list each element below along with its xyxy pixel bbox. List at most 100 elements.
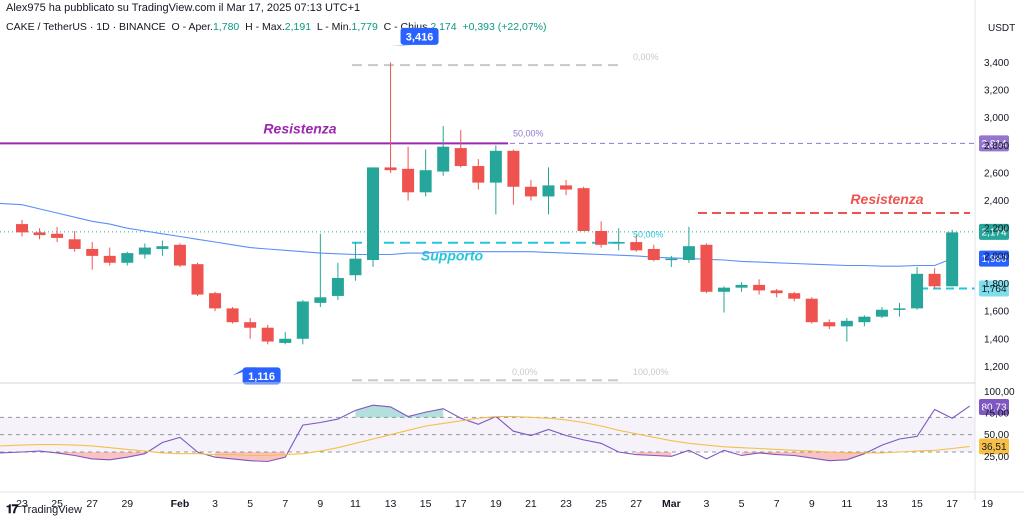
candle <box>68 230 81 252</box>
candle-body <box>437 146 450 172</box>
candle <box>682 226 695 263</box>
time-tick-label: 27 <box>630 498 642 510</box>
candle <box>928 268 941 290</box>
candle-body <box>226 308 239 323</box>
price-tick-label: 3,000 <box>984 113 1009 124</box>
candle-body <box>209 293 222 309</box>
time-tick-label: 19 <box>981 498 993 510</box>
price-tick-label: 2,000 <box>984 251 1009 262</box>
candle <box>419 149 432 197</box>
open-label: O - Aper. <box>171 21 213 33</box>
support-fib-label: 50,00% <box>633 230 664 240</box>
candle-body <box>103 255 116 263</box>
candle <box>33 228 46 240</box>
candle-body <box>805 298 818 323</box>
candle-body <box>367 167 379 261</box>
time-tick-label: 9 <box>317 498 323 510</box>
candle <box>314 233 327 307</box>
candle-body <box>331 277 344 296</box>
rsi-line <box>0 404 971 463</box>
time-tick-label: 3 <box>212 498 218 510</box>
fib-bottom-label: 0,00% <box>512 367 538 377</box>
open-value: 1,780 <box>212 21 240 33</box>
time-tick-label: 11 <box>350 498 361 510</box>
resistance-price-badge-box <box>979 135 1009 152</box>
candle-body <box>735 284 748 288</box>
candle-body <box>472 166 485 183</box>
candle-body <box>858 316 871 323</box>
candle <box>946 229 959 287</box>
time-tick-label: 17 <box>946 498 958 510</box>
support2-price-badge-box <box>979 280 1009 297</box>
candle <box>191 262 204 296</box>
time-tick-label: 29 <box>121 498 133 510</box>
price-tick-label: 2,200 <box>984 224 1009 235</box>
candle-body <box>823 322 836 327</box>
time-tick-label: 25 <box>595 498 607 510</box>
candle-body <box>718 287 730 292</box>
price-callout: 3,416 <box>390 27 439 46</box>
price-tick-label: 1,800 <box>984 279 1009 290</box>
time-tick-label: 19 <box>490 498 502 510</box>
candle <box>454 130 467 168</box>
candle <box>226 306 239 324</box>
candle-body <box>595 230 608 245</box>
candle <box>560 179 573 196</box>
rsi-current-badge-label: 80,73 <box>981 403 1006 414</box>
candle <box>349 242 362 281</box>
support-label: Supporto <box>421 248 484 264</box>
candle <box>138 243 151 259</box>
candle <box>840 318 853 342</box>
candle-body <box>560 185 573 190</box>
candle <box>911 266 924 310</box>
candle <box>577 186 590 231</box>
candle-body <box>33 232 46 236</box>
candle <box>103 247 116 266</box>
callout-pointer <box>390 44 415 46</box>
candle-body <box>489 150 502 183</box>
candle-body <box>173 244 186 266</box>
candle <box>893 302 906 317</box>
candle <box>51 226 64 243</box>
candle-body <box>928 273 941 287</box>
candle-body <box>524 186 537 197</box>
rsi-tick-label: 50,00 <box>984 430 1009 441</box>
price-tick-label: 1,400 <box>984 334 1009 345</box>
candle-body <box>349 258 362 276</box>
candle-body <box>419 170 432 193</box>
time-tick-label: 27 <box>86 498 98 510</box>
candle <box>489 145 502 215</box>
rsi-tick-label: 100,00 <box>984 387 1015 398</box>
fib-bottom-label-2: 100,00% <box>633 367 669 377</box>
candle-body <box>946 232 959 287</box>
candle <box>244 318 257 339</box>
rsi-tick-label: 75,00 <box>984 409 1009 420</box>
candle-body <box>121 253 134 263</box>
time-tick-label: 23 <box>560 498 572 510</box>
candle-body <box>700 244 713 292</box>
candle-body <box>384 167 397 171</box>
time-tick-label: 13 <box>876 498 888 510</box>
candle-body <box>191 264 204 295</box>
candle <box>875 306 888 319</box>
ma-price-badge-box <box>979 250 1009 267</box>
candle-body <box>507 150 520 187</box>
candle <box>788 291 801 302</box>
candle <box>823 319 836 330</box>
candle <box>542 167 555 215</box>
candle-body <box>279 338 292 343</box>
footer-brand[interactable]: 𝟏𝟕 TradingView <box>6 502 82 517</box>
callout-box <box>242 367 281 385</box>
time-tick-label: 5 <box>739 498 745 510</box>
candle <box>261 324 274 345</box>
high-value: 2,191 <box>284 21 312 33</box>
symbol-label[interactable]: CAKE / TetherUS · 1D · BINANCE <box>6 21 166 33</box>
candle-body <box>612 242 625 244</box>
rsi-ma-badge-label: 36,51 <box>981 442 1006 453</box>
footer-brand-text: TradingView <box>21 503 82 516</box>
ma-price-badge-label: 1,980 <box>981 254 1006 265</box>
candle <box>121 251 134 266</box>
candle <box>805 297 818 324</box>
candle <box>735 282 748 292</box>
